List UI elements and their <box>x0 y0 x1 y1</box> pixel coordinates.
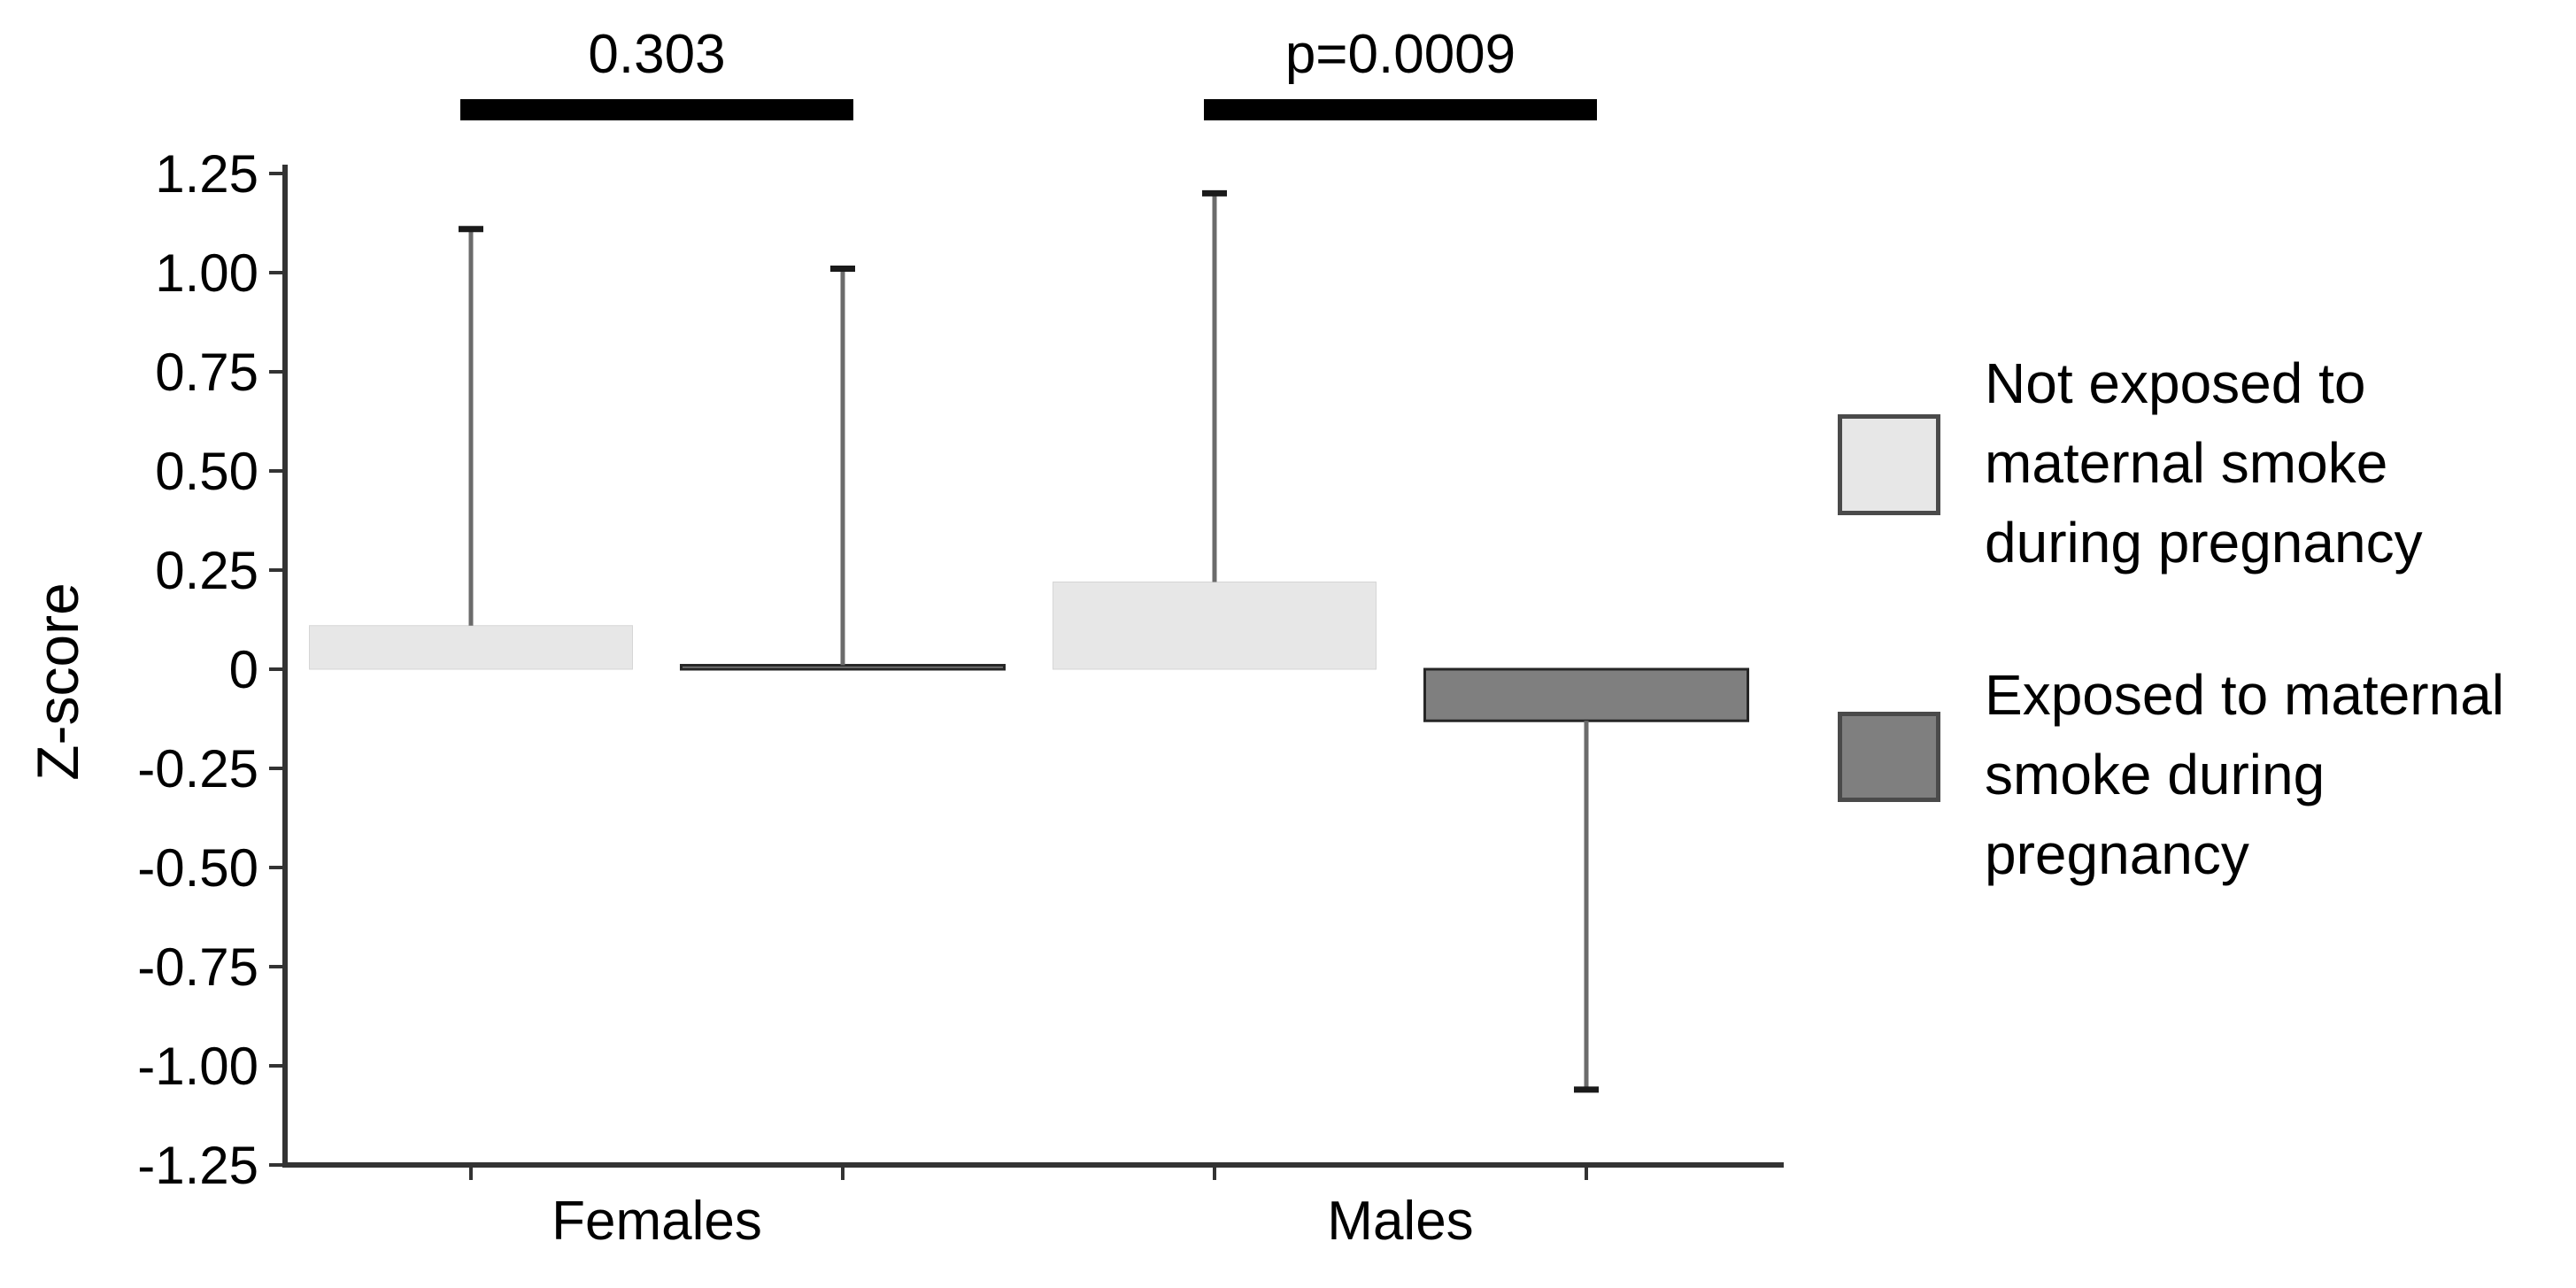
significance-bar-males <box>1204 99 1597 120</box>
legend-label-not-exposed: Not exposed to maternal smoke during pre… <box>1985 351 2423 575</box>
y-tick-label: -0.50 <box>137 838 258 898</box>
chart-bar-males-series1 <box>1423 667 1749 722</box>
y-tick-label: -1.25 <box>137 1136 258 1195</box>
chart-bar-females-series0 <box>309 625 633 670</box>
legend-swatch-not-exposed <box>1838 414 1940 515</box>
y-tick-label: 1.25 <box>155 144 258 204</box>
y-tick-label: 0.75 <box>155 343 258 402</box>
x-category-label-males: Males <box>1327 1191 1473 1252</box>
y-tick-label: 0.25 <box>155 541 258 600</box>
y-tick-label: 0.50 <box>155 442 258 501</box>
y-tick-label: 0 <box>229 640 258 699</box>
legend-swatch-exposed <box>1838 712 1940 802</box>
x-category-label-females: Females <box>551 1191 762 1252</box>
significance-bar-females <box>460 99 853 120</box>
y-tick-label: -0.25 <box>137 739 258 798</box>
y-axis-title: Z-score <box>25 582 90 781</box>
chart-bar-females-series1 <box>680 664 1006 671</box>
significance-label-females: 0.303 <box>588 24 725 85</box>
legend-label-exposed: Exposed to maternal smoke during pregnan… <box>1985 663 2504 886</box>
chart-bar-males-series0 <box>1053 581 1377 670</box>
y-tick-label: 1.00 <box>155 243 258 303</box>
significance-label-males: p=0.0009 <box>1285 24 1516 85</box>
y-tick-label: -0.75 <box>137 937 258 997</box>
y-tick-label: -1.00 <box>137 1037 258 1096</box>
